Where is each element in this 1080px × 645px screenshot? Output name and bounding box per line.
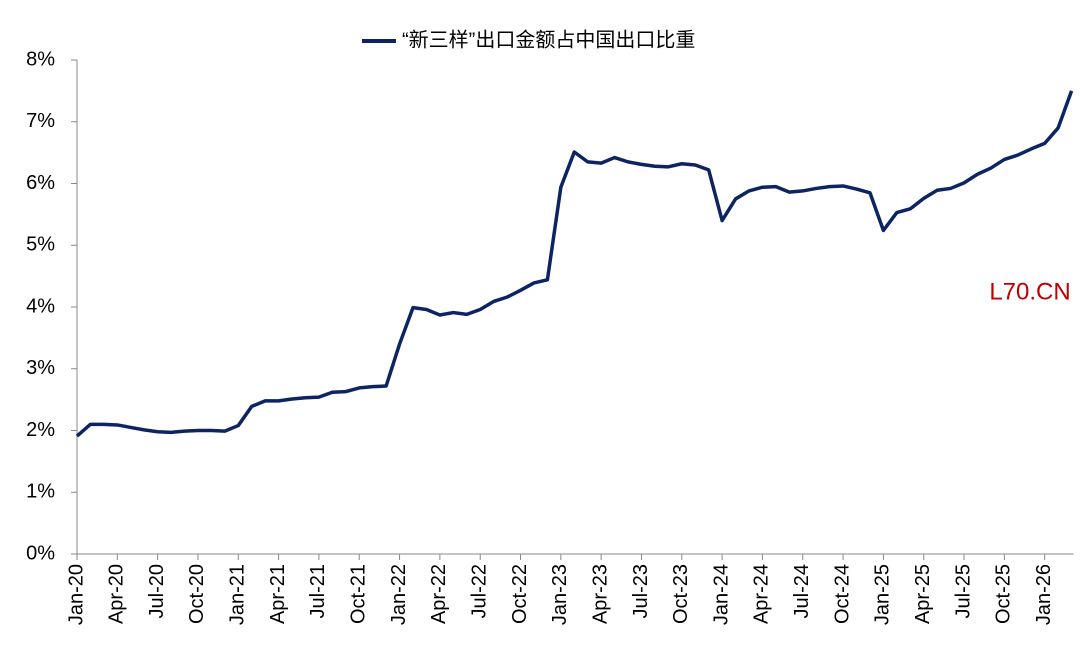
x-tick-label: Apr-20: [106, 564, 128, 624]
x-tick-label: Jul-24: [791, 564, 813, 618]
x-tick-label: Jan-21: [227, 564, 249, 625]
y-tick-label: 5%: [26, 234, 55, 256]
y-tick-label: 7%: [26, 110, 55, 132]
x-tick-label: Jul-22: [468, 564, 490, 618]
x-tick-label: Oct-25: [993, 564, 1015, 624]
x-tick-label: Jan-25: [872, 564, 894, 625]
series-line: [75, 90, 1074, 438]
x-tick-label: Apr-22: [428, 564, 450, 624]
y-tick-label: 8%: [26, 48, 55, 70]
y-tick-label: 2%: [26, 419, 55, 441]
watermark: L70.CN: [989, 278, 1070, 305]
x-tick-label: Jul-23: [630, 564, 652, 618]
y-tick-label: 3%: [26, 357, 55, 379]
x-tick-label: Apr-23: [589, 564, 611, 624]
x-tick-label: Jul-25: [952, 564, 974, 618]
y-tick-label: 1%: [26, 481, 55, 503]
x-tick-label: Oct-20: [186, 564, 208, 624]
x-tick-label: Jan-26: [1033, 564, 1055, 625]
x-tick-label: Jan-23: [549, 564, 571, 625]
x-tick-label: Oct-24: [831, 564, 853, 624]
x-tick-label: Oct-23: [670, 564, 692, 624]
x-tick-label: Jan-20: [65, 564, 87, 625]
y-tick-label: 0%: [26, 542, 55, 564]
legend-label: “新三样”出口金额占中国出口比重: [402, 28, 695, 51]
x-tick-label: Jan-24: [710, 564, 732, 625]
x-tick-label: Apr-21: [267, 564, 289, 624]
x-tick-label: Oct-21: [348, 564, 370, 624]
y-tick-label: 4%: [26, 295, 55, 317]
x-tick-label: Jul-21: [307, 564, 329, 618]
x-tick-label: Jan-22: [388, 564, 410, 625]
x-tick-label: Jul-20: [146, 564, 168, 618]
y-tick-label: 6%: [26, 172, 55, 194]
x-tick-label: Oct-22: [509, 564, 531, 624]
x-tick-label: Apr-25: [912, 564, 934, 624]
x-tick-label: Apr-24: [751, 564, 773, 624]
